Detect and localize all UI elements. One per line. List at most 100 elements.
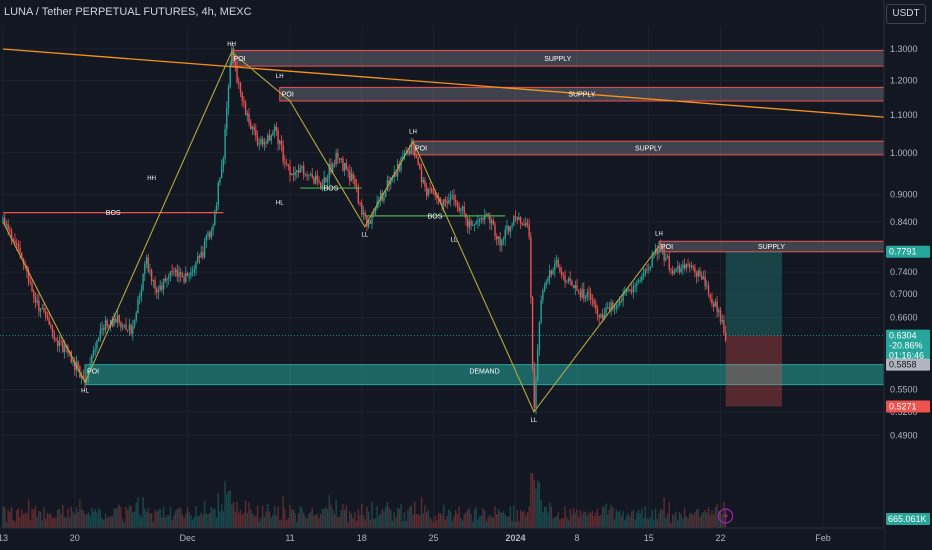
volume-bar xyxy=(557,511,559,528)
volume-bar xyxy=(48,514,50,528)
volume-bar xyxy=(706,512,708,528)
volume-bar xyxy=(188,512,190,528)
candle-down xyxy=(156,288,158,293)
volume-bar xyxy=(74,514,76,528)
candle-down xyxy=(564,275,566,283)
candle-up xyxy=(229,63,231,87)
volume-bar xyxy=(50,513,52,528)
target-price-tag: 0.7791 xyxy=(889,247,917,257)
zones-layer xyxy=(84,50,885,407)
candle-up xyxy=(613,308,616,310)
volume-layer xyxy=(2,473,727,528)
candle-up xyxy=(581,289,583,298)
candle-down xyxy=(176,269,178,277)
volume-bar xyxy=(612,507,614,528)
candle-down xyxy=(115,318,117,323)
candle-down xyxy=(704,276,706,286)
candle-up xyxy=(484,215,486,220)
volume-bar xyxy=(494,505,496,528)
volume-bar xyxy=(531,473,534,528)
candle-down xyxy=(10,230,13,240)
candle-down xyxy=(316,175,319,181)
volume-bar xyxy=(504,514,506,528)
candle-down xyxy=(414,146,416,156)
candle-up xyxy=(661,247,664,251)
candle-down xyxy=(695,272,698,277)
candle-down xyxy=(311,174,313,178)
candle-up xyxy=(267,135,269,144)
volume-bar xyxy=(584,511,587,528)
candle-up xyxy=(309,174,312,175)
volume-bar xyxy=(670,522,672,528)
candle-down xyxy=(412,143,414,147)
volume-bar xyxy=(198,516,201,528)
volume-bar xyxy=(34,505,37,528)
candle-down xyxy=(253,126,255,130)
volume-bar xyxy=(576,509,578,528)
candle-down xyxy=(455,200,457,203)
candle-up xyxy=(205,235,207,241)
supply-zone-label: SUPPLY xyxy=(758,244,785,251)
candle-up xyxy=(121,325,124,328)
candle-up xyxy=(480,217,483,220)
volume-bar xyxy=(415,514,418,528)
volume-bar xyxy=(287,517,289,528)
volume-bar xyxy=(82,510,84,528)
volume-bar xyxy=(284,508,286,528)
candle-up xyxy=(478,219,481,222)
volume-bar xyxy=(24,512,26,528)
volume-bar xyxy=(60,514,62,528)
volume-bar xyxy=(46,512,49,528)
candle-up xyxy=(535,381,537,408)
price-axis-tick: 0.7400 xyxy=(890,267,918,277)
volume-bar xyxy=(43,507,45,528)
price-axis-tick: 0.4900 xyxy=(890,430,918,440)
candle-down xyxy=(687,264,689,266)
candle-down xyxy=(352,173,354,179)
volume-bar xyxy=(212,509,214,528)
volume-bar xyxy=(496,514,498,528)
volume-bar xyxy=(238,512,240,528)
candle-down xyxy=(557,259,559,268)
volume-bar xyxy=(226,494,228,528)
volume-bar xyxy=(135,502,137,528)
price-axis-tick: 0.7000 xyxy=(890,289,918,299)
candle-up xyxy=(636,283,638,286)
candle-up xyxy=(169,271,172,277)
time-axis-tick: 15 xyxy=(644,533,654,543)
candle-down xyxy=(337,153,339,159)
candle-down xyxy=(595,303,597,309)
candle-down xyxy=(646,269,648,271)
candle-down xyxy=(398,163,401,171)
volume-bar xyxy=(265,511,267,528)
candle-up xyxy=(5,224,8,226)
candle-up xyxy=(473,224,476,226)
candle-down xyxy=(82,375,84,379)
volume-bar xyxy=(567,520,570,528)
volume-bar xyxy=(477,519,479,528)
candle-up xyxy=(586,292,588,298)
candle-down xyxy=(712,303,715,307)
volume-bar xyxy=(325,506,327,528)
volume-bar xyxy=(598,516,600,528)
candle-down xyxy=(630,290,633,293)
candle-down xyxy=(313,177,315,184)
volume-bar xyxy=(157,509,160,528)
price-axis-background xyxy=(884,0,932,550)
candle-down xyxy=(285,163,288,165)
volume-bar xyxy=(156,511,158,528)
volume-bar xyxy=(4,506,6,528)
chart-title: LUNA / Tether PERPETUAL FUTURES, 4h, MEX… xyxy=(4,6,252,18)
candle-up xyxy=(407,150,409,154)
volume-bar xyxy=(99,510,102,528)
volume-bar xyxy=(506,516,508,528)
candle-down xyxy=(17,244,20,248)
volume-bar xyxy=(178,507,180,528)
candle-down xyxy=(572,285,575,289)
currency-button[interactable]: USDT xyxy=(886,4,926,24)
volume-bar xyxy=(615,509,617,528)
candle-down xyxy=(530,236,532,298)
candle-up xyxy=(168,276,170,279)
